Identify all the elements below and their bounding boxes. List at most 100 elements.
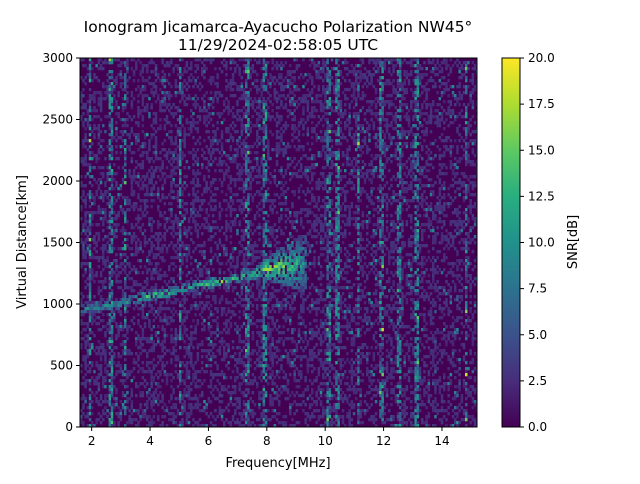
heatmap-cell	[161, 61, 164, 65]
heatmap-cell	[256, 61, 259, 65]
heatmap-cell	[203, 226, 206, 230]
heatmap-cell	[187, 280, 191, 284]
heatmap-cell	[194, 331, 197, 335]
heatmap-cell	[95, 364, 98, 368]
heatmap-cell	[269, 259, 272, 263]
heatmap-cell	[282, 232, 285, 236]
heatmap-cell	[229, 253, 233, 257]
heatmap-cell	[80, 322, 83, 326]
heatmap-cell	[249, 58, 252, 62]
heatmap-cell	[267, 283, 270, 287]
heatmap-cell	[139, 259, 142, 263]
heatmap-cell	[170, 286, 173, 290]
heatmap-cell	[196, 319, 200, 323]
heatmap-cell	[269, 100, 272, 104]
heatmap-cell	[106, 85, 109, 89]
heatmap-cell	[146, 295, 149, 299]
heatmap-cell	[242, 370, 246, 374]
heatmap-cell	[223, 64, 226, 68]
heatmap-cell	[249, 67, 252, 71]
heatmap-cell	[273, 376, 277, 380]
heatmap-cell	[183, 214, 186, 218]
heatmap-cell	[205, 184, 208, 188]
heatmap-cell	[260, 334, 263, 338]
heatmap-cell	[216, 247, 219, 251]
heatmap-cell	[183, 391, 186, 395]
heatmap-cell	[95, 310, 98, 314]
heatmap-cell	[253, 256, 257, 260]
heatmap-cell	[126, 67, 129, 71]
heatmap-cell	[225, 88, 228, 92]
heatmap-cell	[247, 421, 250, 425]
heatmap-cell	[245, 403, 248, 407]
heatmap-cell	[132, 133, 136, 137]
heatmap-cell	[110, 307, 114, 311]
heatmap-cell	[124, 211, 127, 215]
heatmap-cell	[258, 394, 261, 398]
heatmap-cell	[93, 202, 96, 206]
heatmap-cell	[150, 247, 153, 251]
heatmap-cell	[271, 295, 274, 299]
heatmap-cell	[273, 424, 277, 427]
heatmap-cell	[229, 82, 233, 86]
heatmap-cell	[282, 154, 285, 158]
heatmap-cell	[130, 190, 134, 194]
heatmap-cell	[124, 157, 127, 161]
heatmap-cell	[121, 103, 125, 107]
heatmap-cell	[179, 238, 182, 242]
heatmap-cell	[179, 91, 182, 95]
heatmap-cell	[135, 133, 138, 137]
heatmap-cell	[106, 265, 109, 269]
heatmap-cell	[190, 364, 193, 368]
heatmap-cell	[130, 193, 134, 197]
heatmap-cell	[205, 208, 208, 212]
heatmap-cell	[185, 64, 189, 68]
heatmap-cell	[242, 124, 246, 128]
heatmap-cell	[150, 226, 153, 230]
heatmap-cell	[104, 208, 107, 212]
heatmap-cell	[84, 340, 87, 344]
heatmap-cell	[119, 379, 123, 383]
heatmap-cell	[97, 103, 101, 107]
heatmap-cell	[236, 112, 239, 116]
heatmap-cell	[154, 388, 158, 392]
heatmap-cell	[273, 310, 277, 314]
heatmap-cell	[275, 193, 279, 197]
heatmap-cell	[225, 388, 228, 392]
heatmap-cell	[95, 379, 98, 383]
heatmap-cell	[196, 421, 200, 425]
heatmap-cell	[137, 112, 140, 116]
heatmap-cell	[196, 358, 200, 362]
heatmap-cell	[183, 364, 186, 368]
heatmap-cell	[88, 394, 92, 398]
heatmap-cell	[249, 322, 252, 326]
heatmap-cell	[141, 349, 145, 353]
heatmap-cell	[289, 79, 292, 83]
heatmap-cell	[179, 391, 182, 395]
heatmap-cell	[106, 409, 109, 413]
heatmap-cell	[152, 349, 156, 353]
heatmap-cell	[135, 61, 138, 65]
heatmap-cell	[271, 337, 274, 341]
heatmap-cell	[176, 196, 180, 200]
heatmap-cell	[278, 148, 281, 152]
heatmap-cell	[273, 280, 277, 284]
heatmap-cell	[154, 373, 158, 377]
heatmap-cell	[143, 292, 147, 296]
heatmap-cell	[88, 124, 92, 128]
heatmap-cell	[286, 163, 290, 167]
heatmap-cell	[137, 163, 140, 167]
heatmap-cell	[192, 364, 195, 368]
heatmap-cell	[201, 367, 204, 371]
heatmap-cell	[253, 166, 257, 170]
heatmap-cell	[82, 421, 85, 425]
heatmap-cell	[183, 139, 186, 143]
heatmap-cell	[236, 277, 239, 281]
heatmap-cell	[267, 229, 270, 233]
heatmap-cell	[264, 70, 268, 74]
heatmap-cell	[104, 244, 107, 248]
heatmap-cell	[161, 292, 164, 296]
heatmap-cell	[289, 112, 292, 116]
heatmap-cell	[132, 283, 136, 287]
heatmap-cell	[267, 316, 270, 320]
